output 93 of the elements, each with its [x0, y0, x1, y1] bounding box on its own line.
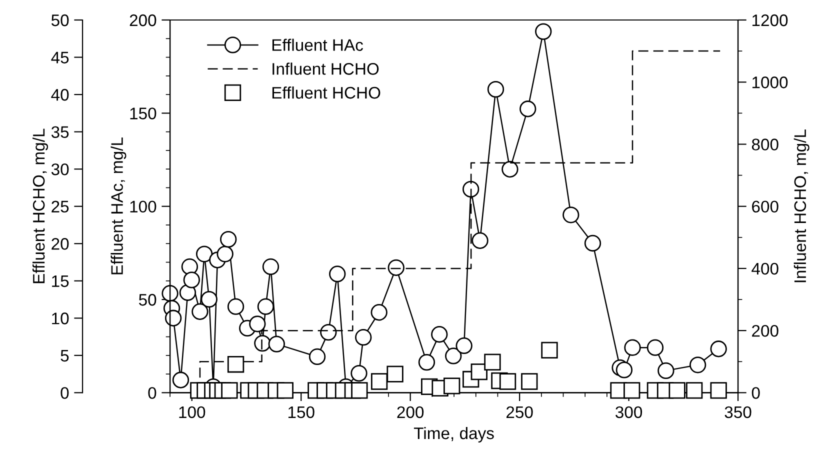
y3-tick-label: 20	[52, 238, 69, 250]
point	[710, 340, 727, 358]
y3-tick-label: 45	[51, 52, 69, 64]
point	[686, 382, 703, 399]
point	[535, 23, 552, 40]
y2-axis-title: Influent HCHO, mg/L	[794, 130, 810, 282]
y-tick-label: 50	[138, 294, 156, 306]
point	[541, 342, 558, 359]
y3-tick-label: 0	[60, 387, 69, 399]
point	[584, 234, 602, 252]
point	[262, 258, 280, 276]
point	[350, 364, 368, 382]
point	[276, 382, 294, 399]
y3-tick-label: 40	[51, 88, 69, 101]
y2-tick-label: 600	[752, 200, 778, 213]
y-tick-label: 150	[130, 108, 156, 120]
point	[355, 329, 372, 346]
point	[462, 180, 480, 198]
point	[386, 366, 404, 382]
legend-label: Influent HCHO	[272, 62, 379, 75]
y2-tick-label: 400	[752, 262, 778, 275]
point	[502, 160, 518, 178]
point	[624, 339, 641, 356]
point	[181, 258, 198, 276]
point	[172, 372, 190, 388]
point	[470, 363, 488, 380]
y3-tick-label: 15	[52, 275, 69, 288]
point	[179, 284, 196, 301]
point	[370, 304, 388, 321]
x-tick-label: 350	[724, 406, 752, 418]
x-tick-label: 200	[397, 406, 424, 418]
point	[227, 298, 244, 315]
point	[646, 339, 664, 356]
point	[227, 356, 244, 373]
y3-tick-label: 50	[51, 14, 69, 26]
point	[689, 356, 706, 374]
y-tick-label: 100	[130, 200, 156, 213]
x-tick-label: 300	[616, 406, 642, 418]
x-tick-label: 150	[288, 406, 314, 418]
point	[472, 232, 488, 249]
point	[329, 266, 346, 282]
point	[257, 298, 274, 315]
point	[658, 362, 674, 380]
y-axis-title: Effluent HAc, mg/L	[110, 138, 126, 274]
point	[370, 373, 388, 390]
point	[192, 303, 208, 320]
point	[220, 230, 237, 248]
x-tick-label: 250	[506, 406, 533, 418]
point	[520, 100, 536, 118]
y2-tick-label: 200	[752, 324, 778, 337]
y2-tick-label: 0	[752, 387, 760, 399]
point	[183, 272, 200, 288]
point	[668, 382, 686, 399]
point	[445, 348, 462, 364]
y3-tick-label: 35	[51, 126, 69, 138]
point	[431, 326, 448, 343]
point	[487, 80, 504, 98]
point	[444, 378, 460, 394]
legend-label: Effluent HCHO	[272, 86, 380, 99]
y2-tick-label: 1200	[752, 14, 788, 26]
point	[624, 382, 640, 399]
point	[388, 259, 404, 276]
point	[562, 206, 580, 224]
point	[200, 290, 218, 308]
y3-axis-title: Effluent HCHO, mg/L	[32, 128, 48, 284]
y3-tick-label: 25	[52, 200, 69, 213]
point	[164, 310, 182, 326]
point	[162, 285, 178, 302]
point	[221, 382, 238, 399]
legend-label: Effluent HAc	[272, 38, 363, 51]
y3-tick-label: 5	[60, 350, 69, 362]
x-axis-title: Time, days	[414, 426, 494, 443]
point	[499, 373, 516, 390]
point	[710, 382, 727, 399]
point	[216, 246, 234, 262]
point	[308, 348, 326, 366]
point	[521, 373, 538, 390]
y2-tick-label: 1000	[752, 76, 788, 88]
point	[268, 336, 285, 352]
y3-tick-label: 30	[51, 163, 69, 176]
y2-tick-label: 800	[752, 138, 778, 150]
x-tick-label: 100	[179, 406, 206, 418]
point	[249, 316, 266, 332]
point	[351, 382, 368, 399]
point	[418, 354, 436, 371]
y-tick-label: 200	[130, 14, 156, 26]
point	[456, 337, 472, 354]
y3-tick-label: 10	[52, 312, 69, 324]
point	[484, 354, 501, 370]
point	[616, 362, 633, 378]
point	[320, 324, 337, 341]
point	[196, 246, 213, 262]
y-tick-label: 0	[148, 387, 156, 399]
